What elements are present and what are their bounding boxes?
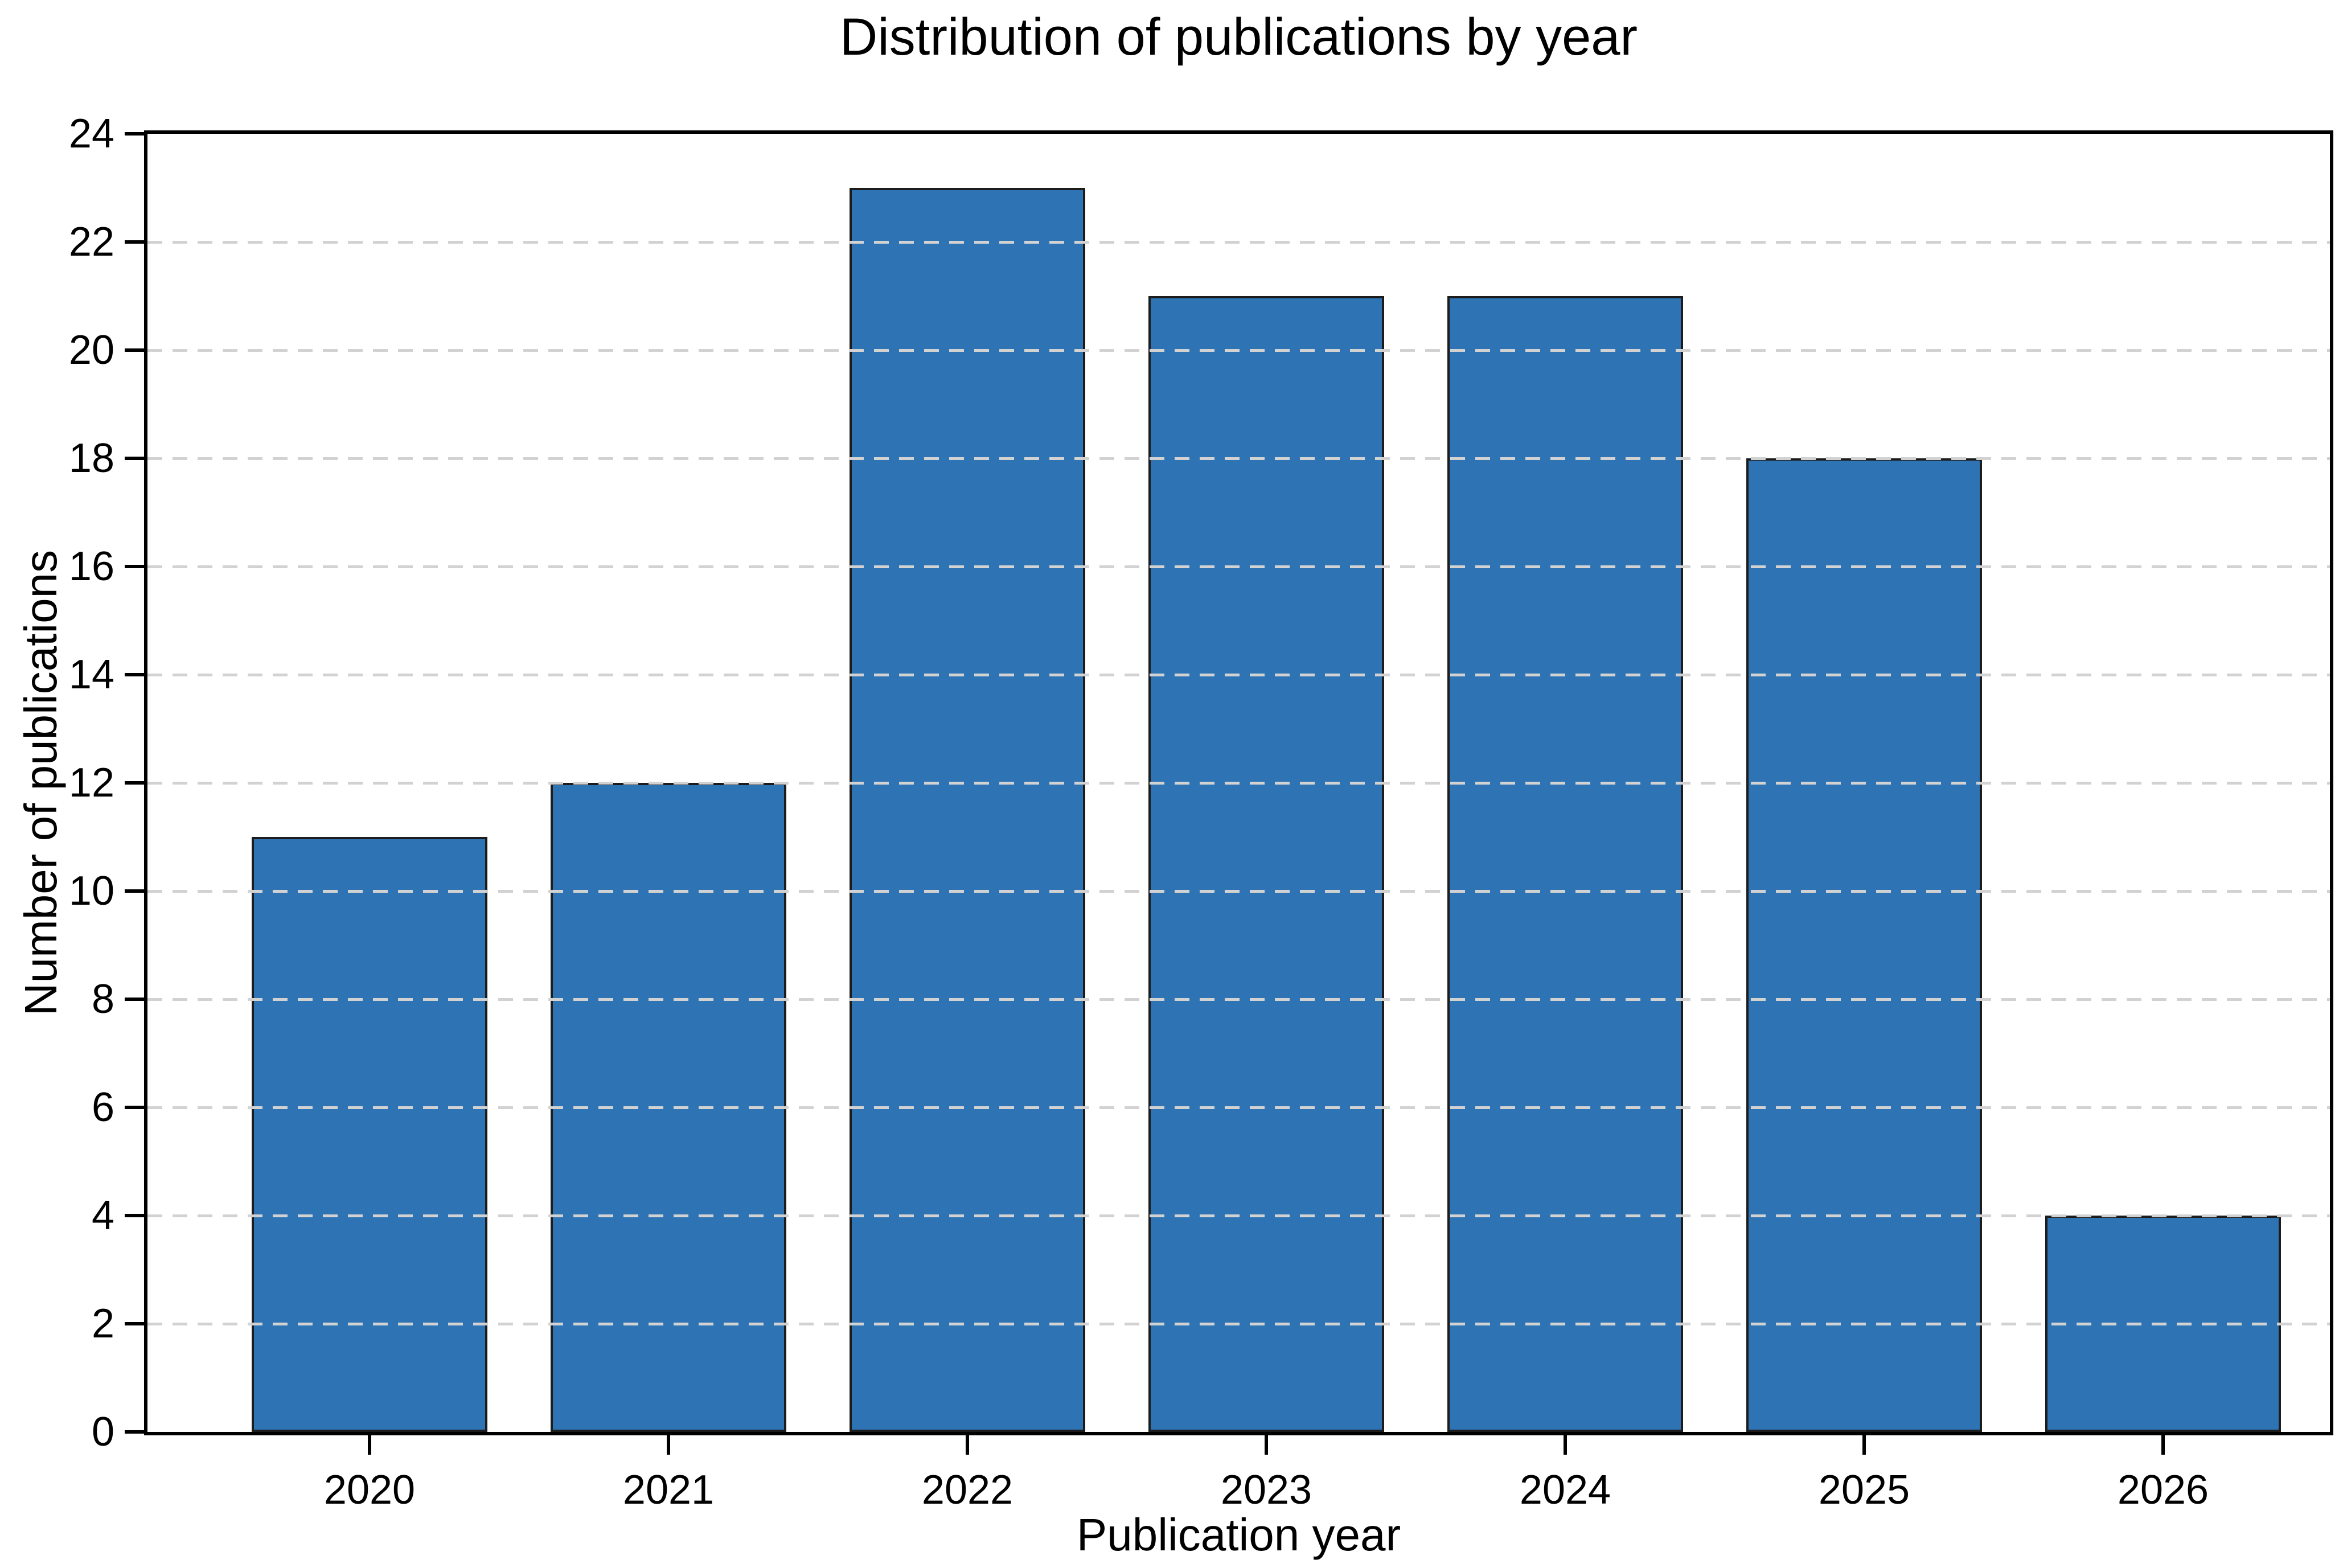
gridline-y-16 xyxy=(147,565,2330,568)
x-axis-label: Publication year xyxy=(1076,1509,1401,1560)
y-tick-mark-4 xyxy=(125,1214,144,1217)
gridline-y-20 xyxy=(147,349,2330,352)
gridline-y-12 xyxy=(147,782,2330,785)
x-tick-label-2020: 2020 xyxy=(323,1467,416,1513)
x-tick-label-2026: 2026 xyxy=(2117,1467,2209,1513)
bar-2020 xyxy=(252,837,487,1432)
x-tick-mark-2026 xyxy=(2161,1435,2165,1455)
y-tick-label-2: 2 xyxy=(91,1301,114,1347)
gridline-y-14 xyxy=(147,674,2330,676)
y-tick-label-4: 4 xyxy=(91,1193,114,1238)
y-tick-mark-18 xyxy=(125,457,144,460)
gridline-y-18 xyxy=(147,457,2330,460)
y-tick-label-6: 6 xyxy=(91,1085,114,1130)
plot-area xyxy=(144,130,2333,1435)
y-tick-label-14: 14 xyxy=(68,652,114,697)
y-tick-mark-20 xyxy=(125,348,144,352)
y-tick-label-18: 18 xyxy=(68,436,114,481)
y-tick-label-12: 12 xyxy=(68,760,114,806)
bar-2023 xyxy=(1148,296,1384,1432)
y-tick-label-22: 22 xyxy=(68,219,114,265)
x-tick-mark-2022 xyxy=(966,1435,969,1455)
y-tick-mark-12 xyxy=(125,781,144,785)
x-tick-label-2023: 2023 xyxy=(1220,1467,1312,1513)
y-tick-label-20: 20 xyxy=(68,327,114,373)
x-tick-label-2022: 2022 xyxy=(921,1467,1013,1513)
y-tick-mark-16 xyxy=(125,565,144,568)
chart-title: Distribution of publications by year xyxy=(839,8,1638,66)
gridline-y-22 xyxy=(147,241,2330,244)
y-tick-label-10: 10 xyxy=(68,868,114,914)
bar-2024 xyxy=(1447,296,1683,1432)
gridline-y-8 xyxy=(147,998,2330,1001)
y-tick-mark-0 xyxy=(125,1430,144,1434)
y-tick-label-16: 16 xyxy=(68,544,114,589)
y-tick-mark-2 xyxy=(125,1322,144,1325)
gridline-y-6 xyxy=(147,1106,2330,1109)
y-tick-mark-14 xyxy=(125,673,144,676)
x-tick-label-2024: 2024 xyxy=(1519,1467,1611,1513)
y-tick-mark-8 xyxy=(125,998,144,1001)
y-tick-mark-10 xyxy=(125,889,144,893)
x-tick-mark-2025 xyxy=(1862,1435,1866,1455)
x-tick-mark-2024 xyxy=(1564,1435,1567,1455)
bar-2022 xyxy=(850,188,1085,1432)
y-tick-mark-6 xyxy=(125,1106,144,1109)
x-tick-mark-2021 xyxy=(667,1435,670,1455)
x-tick-mark-2023 xyxy=(1265,1435,1268,1455)
gridline-y-10 xyxy=(147,890,2330,893)
y-tick-label-24: 24 xyxy=(68,111,114,157)
x-tick-label-2021: 2021 xyxy=(622,1467,715,1513)
y-tick-mark-24 xyxy=(125,132,144,136)
y-tick-label-8: 8 xyxy=(91,976,114,1022)
x-tick-mark-2020 xyxy=(368,1435,371,1455)
y-tick-label-0: 0 xyxy=(91,1409,114,1455)
gridline-y-2 xyxy=(147,1323,2330,1325)
bar-2025 xyxy=(1746,458,1982,1432)
gridline-y-4 xyxy=(147,1214,2330,1217)
x-tick-label-2025: 2025 xyxy=(1818,1467,1910,1513)
y-tick-mark-22 xyxy=(125,240,144,244)
